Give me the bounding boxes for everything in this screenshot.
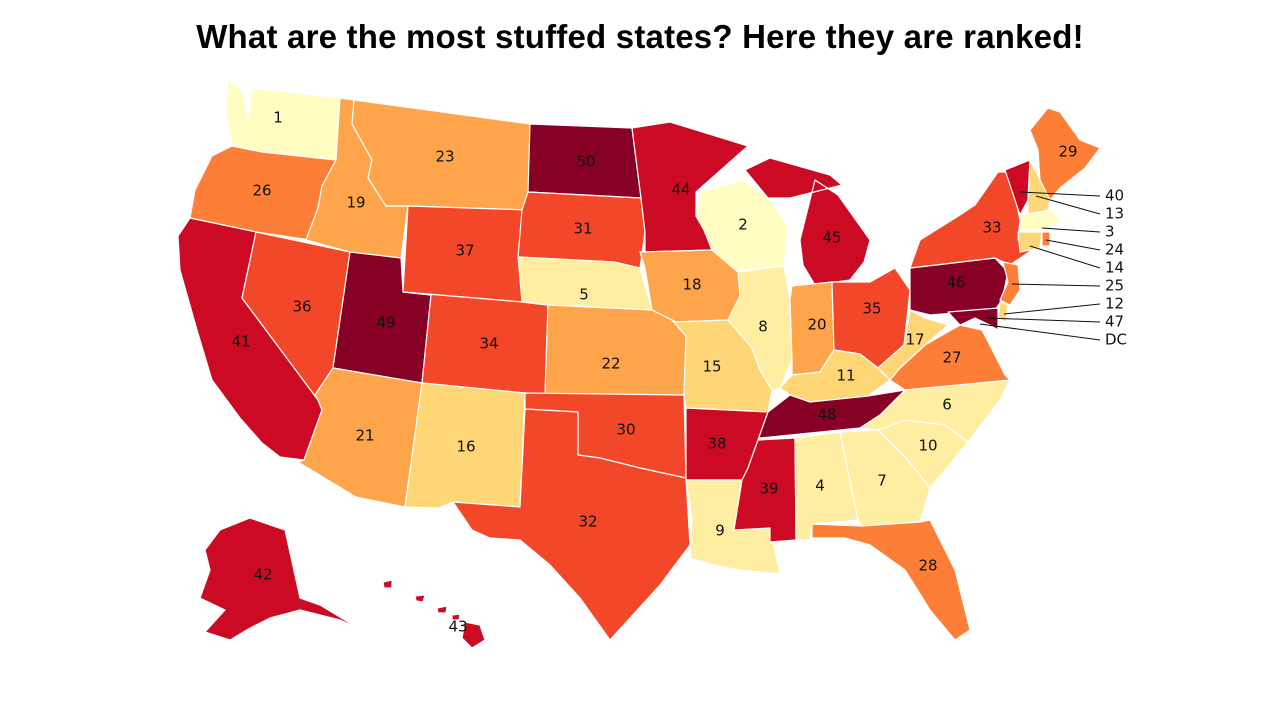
rank-label-il: 8 [758,318,768,336]
rank-label-ar: 38 [707,435,726,453]
leader-line-nh [1035,195,1101,215]
state-fl [811,519,971,641]
leader-line-ct [1029,245,1101,269]
rank-label-nv: 36 [292,298,311,316]
callout-leader-lines [979,191,1101,341]
rank-label-wy: 37 [455,242,474,260]
rank-label-ga: 7 [877,472,887,490]
leader-line-md [985,317,1101,323]
state-hi [382,579,486,649]
callout-label-nh: 13 [1105,205,1124,223]
rank-label-mt: 23 [435,148,454,166]
rank-label-ne: 5 [579,286,589,304]
callout-label-dc: DC [1105,331,1127,349]
state-il [727,265,793,391]
state-ak [199,517,359,641]
rank-label-tx: 32 [578,513,597,531]
callout-label-ct: 14 [1105,259,1124,277]
state-me [1029,107,1101,201]
rank-label-ut: 49 [376,314,395,332]
state-wv [877,309,949,381]
leader-line-ma [1041,227,1101,233]
leader-line-nj [1011,283,1101,287]
rank-label-tn: 48 [817,406,836,424]
state-md [947,307,999,331]
state-de [997,301,1009,323]
rank-label-ms: 39 [759,480,778,498]
state-ct [1017,231,1043,253]
rank-label-hi: 43 [448,618,467,636]
callout-label-md: 47 [1105,313,1124,331]
rank-label-ks: 22 [601,355,620,373]
state-ny [909,171,1036,269]
rank-label-ia: 18 [682,276,701,294]
rank-label-co: 34 [479,335,498,353]
state-ks [544,304,687,396]
callout-label-de: 12 [1105,295,1124,313]
rank-label-nd: 50 [576,153,595,171]
rank-label-wa: 1 [273,109,283,127]
rank-label-ok: 30 [616,421,635,439]
state-ri [1041,231,1051,247]
rank-label-la: 9 [715,522,725,540]
callout-label-nj: 25 [1105,277,1124,295]
state-pa [909,257,1009,316]
rank-label-oh: 35 [862,300,881,318]
rank-label-nm: 16 [456,438,475,456]
callout-label-ma: 3 [1105,223,1115,241]
rank-label-ky: 11 [836,367,855,385]
rank-label-wi: 2 [738,216,748,234]
state-rank-labels: 1264136192337492134165031522303244181538… [231,109,1077,636]
rank-label-ak: 42 [253,566,272,584]
map-title: What are the most stuffed states? Here t… [196,18,1084,55]
rank-label-nc: 6 [942,396,952,414]
rank-label-mi: 45 [822,229,841,247]
rank-label-fl: 28 [918,557,937,575]
state-ma [1019,209,1061,231]
leader-line-ri [1045,239,1101,251]
rank-label-sc: 10 [918,437,937,455]
rank-label-al: 4 [815,477,825,495]
rank-label-sd: 31 [573,220,592,238]
callout-label-ri: 24 [1105,241,1124,259]
rank-label-va: 27 [942,349,961,367]
state-shapes [177,77,1101,649]
callout-label-vt: 40 [1105,187,1124,205]
rank-label-wv: 17 [905,331,924,349]
leader-line-vt [1019,191,1101,197]
rank-label-ca: 41 [231,333,250,351]
rank-label-pa: 46 [946,274,965,292]
state-ms [733,437,797,543]
rank-label-in: 20 [807,316,826,334]
state-mi [744,157,871,286]
rank-label-mo: 15 [702,358,721,376]
rank-label-id: 19 [346,194,365,212]
state-nj [999,261,1021,306]
state-nh [1027,159,1051,216]
rank-label-or: 26 [252,182,271,200]
rank-label-ny: 33 [982,219,1001,237]
leader-line-de [1003,303,1101,315]
rank-label-me: 29 [1058,143,1077,161]
rank-label-az: 21 [355,427,374,445]
leader-line-dc [979,323,1101,341]
rank-label-mn: 44 [671,181,690,199]
state-wi [695,179,789,273]
state-tx [452,408,691,641]
